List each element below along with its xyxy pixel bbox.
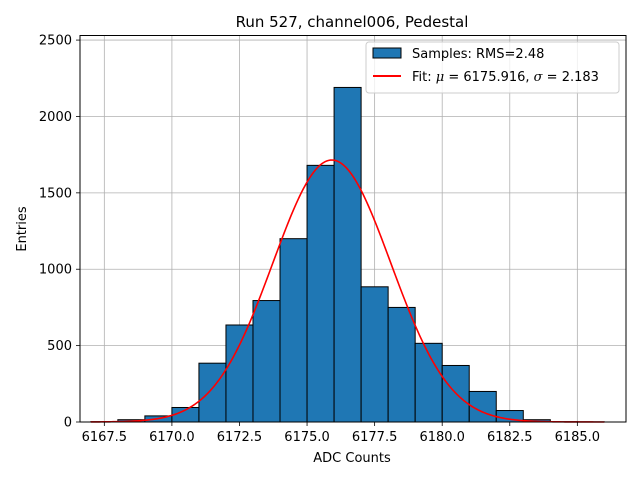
x-axis-ticks: 6167.5 6170.0 6172.5 6175.0 6177.5 6180.0 6182… — [82, 422, 601, 445]
legend-fit-prefix: Fit: — [412, 70, 436, 85]
x-tick-label: 6177.5 — [352, 430, 398, 445]
legend: Samples: RMS=2.48 Fit: μ = 6175.916, σ =… — [365, 41, 620, 94]
legend-fit-mu-symbol: μ — [436, 70, 444, 85]
y-axis-label: Entries — [15, 206, 30, 252]
x-tick-label: 6185.0 — [555, 430, 601, 445]
y-axis-ticks: 0 500 1000 1500 2000 2500 — [39, 34, 80, 431]
histogram-bar — [306, 164, 335, 423]
x-tick-label: 6167.5 — [82, 430, 128, 445]
x-tick-label: 6175.0 — [284, 430, 330, 445]
y-tick-label: 2000 — [39, 110, 72, 125]
chart-title: Run 527, channel006, Pedestal — [236, 13, 469, 31]
y-tick-label: 0 — [64, 416, 72, 431]
x-axis-label: ADC Counts — [313, 451, 391, 466]
histogram-bar — [198, 362, 227, 423]
histogram-bar — [360, 286, 389, 423]
x-tick-label: 6180.0 — [419, 430, 465, 445]
histogram-bar — [387, 306, 416, 423]
histogram-bar — [333, 86, 362, 423]
legend-fit-label: Fit: μ = 6175.916, σ = 2.183 — [412, 70, 599, 85]
legend-box — [365, 41, 620, 94]
histogram-bar — [252, 300, 281, 423]
histogram-bar — [279, 238, 308, 423]
x-tick-label: 6182.5 — [487, 430, 533, 445]
y-tick-label: 1000 — [39, 263, 72, 278]
legend-fit-sigma-value: = 2.183 — [543, 70, 599, 85]
legend-histogram-swatch — [372, 47, 402, 59]
y-tick-label: 500 — [47, 339, 72, 354]
histogram-bar — [225, 324, 254, 423]
legend-histogram-label: Samples: RMS=2.48 — [412, 47, 544, 62]
y-tick-label: 1500 — [39, 186, 72, 201]
plot-frame — [79, 35, 627, 423]
histogram-bars — [90, 86, 605, 423]
fit-curve — [90, 159, 605, 423]
x-tick-label: 6172.5 — [217, 430, 263, 445]
x-tick-label: 6170.0 — [149, 430, 195, 445]
y-tick-label: 2500 — [39, 34, 72, 49]
fit-curve-group — [90, 159, 605, 423]
legend-fit-sigma-symbol: σ — [534, 70, 544, 85]
legend-fit-mu-value: = 6175.916, — [444, 70, 533, 85]
